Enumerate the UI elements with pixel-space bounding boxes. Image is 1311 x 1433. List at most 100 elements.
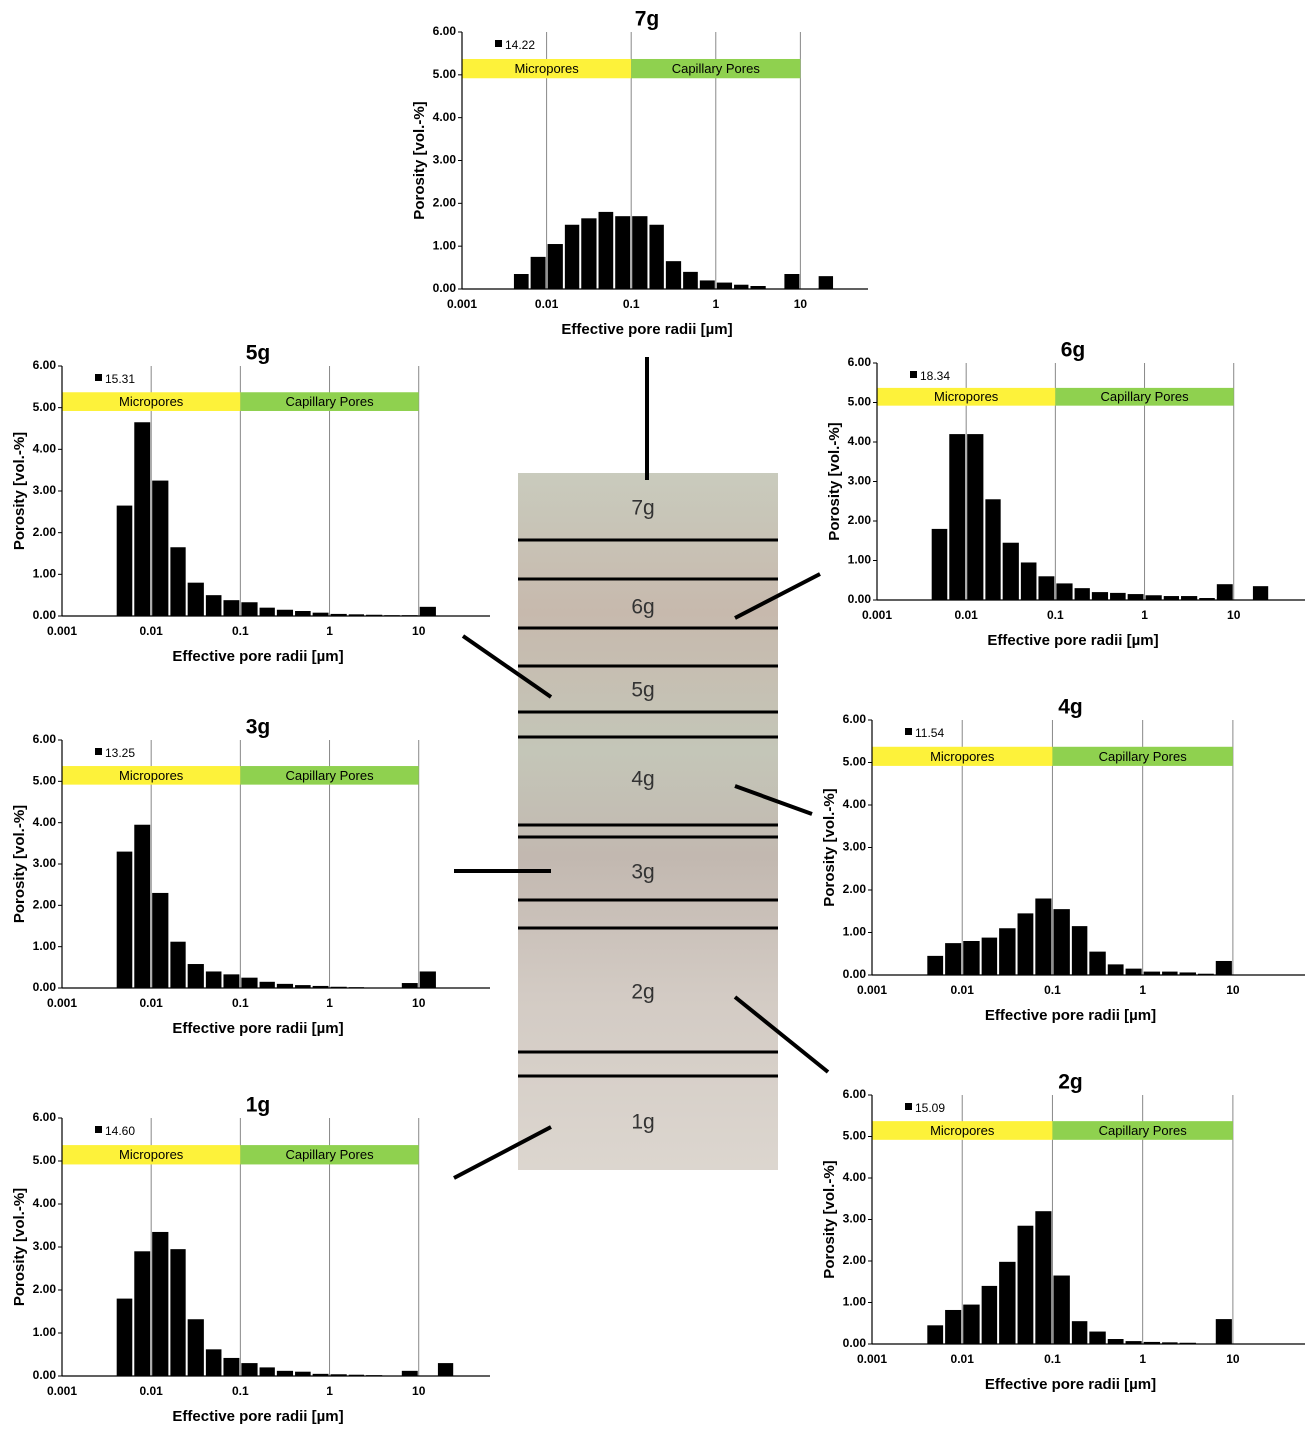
bar <box>1110 593 1126 600</box>
bar <box>1072 1321 1087 1344</box>
x-tick-label: 1 <box>326 996 333 1010</box>
bar <box>223 1358 239 1376</box>
bar <box>531 257 546 289</box>
x-tick-label: 0.01 <box>951 1352 975 1366</box>
bar <box>1253 586 1268 600</box>
core-image: 7g 6g 5g 4g 3g 2g 1g <box>518 473 778 1170</box>
x-axis-title: Effective pore radii [µm] <box>985 1007 1156 1024</box>
x-tick-label: 1 <box>712 297 719 311</box>
bar <box>152 1232 168 1376</box>
y-tick-label: 0.00 <box>33 608 57 622</box>
bar <box>945 943 961 975</box>
bar <box>1216 961 1232 975</box>
region-label: Micropores <box>514 61 579 76</box>
y-tick-label: 3.00 <box>33 856 57 870</box>
y-tick-label: 2.00 <box>33 525 57 539</box>
bar <box>945 1310 961 1344</box>
x-tick-label: 0.001 <box>47 996 77 1010</box>
region-label: Micropores <box>930 749 995 764</box>
x-tick-label: 0.001 <box>447 297 477 311</box>
chart-title: 7g <box>635 8 660 31</box>
x-tick-label: 10 <box>412 624 426 638</box>
y-tick-label: 5.00 <box>33 774 57 788</box>
y-tick-label: 1.00 <box>33 939 57 953</box>
y-tick-label: 6.00 <box>33 1110 57 1124</box>
bar <box>1018 913 1034 975</box>
y-tick-label: 0.00 <box>843 967 867 981</box>
y-tick-label: 3.00 <box>843 1212 867 1226</box>
y-tick-label: 4.00 <box>33 815 57 829</box>
legend-swatch <box>910 371 917 378</box>
bar <box>170 547 185 616</box>
bar <box>632 216 647 289</box>
bar <box>615 216 630 289</box>
y-axis-title: Porosity [vol.-%] <box>11 432 28 550</box>
bar <box>206 1349 222 1376</box>
bar <box>565 225 579 289</box>
x-tick-label: 10 <box>412 996 426 1010</box>
bar <box>188 583 204 616</box>
x-tick-label: 0.1 <box>1044 983 1061 997</box>
region-label: Capillary Pores <box>285 394 374 409</box>
y-tick-label: 1.00 <box>433 238 457 252</box>
x-axis-title: Effective pore radii [µm] <box>172 648 343 665</box>
y-tick-label: 5.00 <box>843 1129 867 1143</box>
bar <box>152 893 168 988</box>
bar <box>1092 592 1108 600</box>
y-tick-label: 5.00 <box>843 755 867 769</box>
y-tick-label: 5.00 <box>33 1153 57 1167</box>
bar <box>241 1363 257 1376</box>
x-tick-label: 0.01 <box>535 297 559 311</box>
bar <box>581 218 596 289</box>
bar <box>1089 1332 1105 1344</box>
bar <box>1053 1276 1069 1344</box>
bar <box>1035 899 1051 976</box>
bar <box>134 825 150 988</box>
y-tick-label: 5.00 <box>433 67 457 81</box>
x-tick-label: 1 <box>1141 608 1148 622</box>
bar <box>438 1363 453 1376</box>
bar <box>134 1251 150 1376</box>
y-axis-title: Porosity [vol.-%] <box>11 805 28 923</box>
y-tick-label: 2.00 <box>33 898 57 912</box>
bar <box>152 481 168 616</box>
bar <box>170 942 185 988</box>
y-axis-title: Porosity [vol.-%] <box>11 1188 28 1306</box>
legend-swatch <box>95 1126 102 1133</box>
bar <box>963 941 979 975</box>
bar <box>1108 1339 1124 1344</box>
bar <box>134 422 150 616</box>
x-tick-label: 1 <box>326 1384 333 1398</box>
y-tick-label: 1.00 <box>33 567 57 581</box>
x-tick-label: 10 <box>794 297 808 311</box>
x-tick-label: 1 <box>1139 1352 1146 1366</box>
bar <box>260 608 275 616</box>
legend-swatch <box>95 374 102 381</box>
y-tick-label: 5.00 <box>33 400 57 414</box>
region-label: Capillary Pores <box>1099 749 1188 764</box>
y-tick-label: 3.00 <box>848 474 872 488</box>
bar <box>223 600 239 616</box>
legend-swatch <box>95 748 102 755</box>
y-tick-label: 2.00 <box>33 1282 57 1296</box>
x-tick-label: 0.1 <box>1044 1352 1061 1366</box>
bar <box>1217 584 1233 600</box>
x-tick-label: 0.001 <box>857 983 887 997</box>
bar <box>295 1372 311 1376</box>
y-tick-label: 2.00 <box>843 1253 867 1267</box>
bar <box>188 1319 204 1376</box>
region-label: Capillary Pores <box>285 1147 374 1162</box>
bar <box>666 261 681 289</box>
x-tick-label: 0.01 <box>954 608 978 622</box>
y-tick-label: 6.00 <box>843 1087 867 1101</box>
bar <box>1089 952 1105 975</box>
region-label: Micropores <box>930 1123 995 1138</box>
y-tick-label: 0.00 <box>33 1368 57 1382</box>
y-axis-title: Porosity [vol.-%] <box>821 1160 838 1278</box>
bar <box>683 272 698 289</box>
